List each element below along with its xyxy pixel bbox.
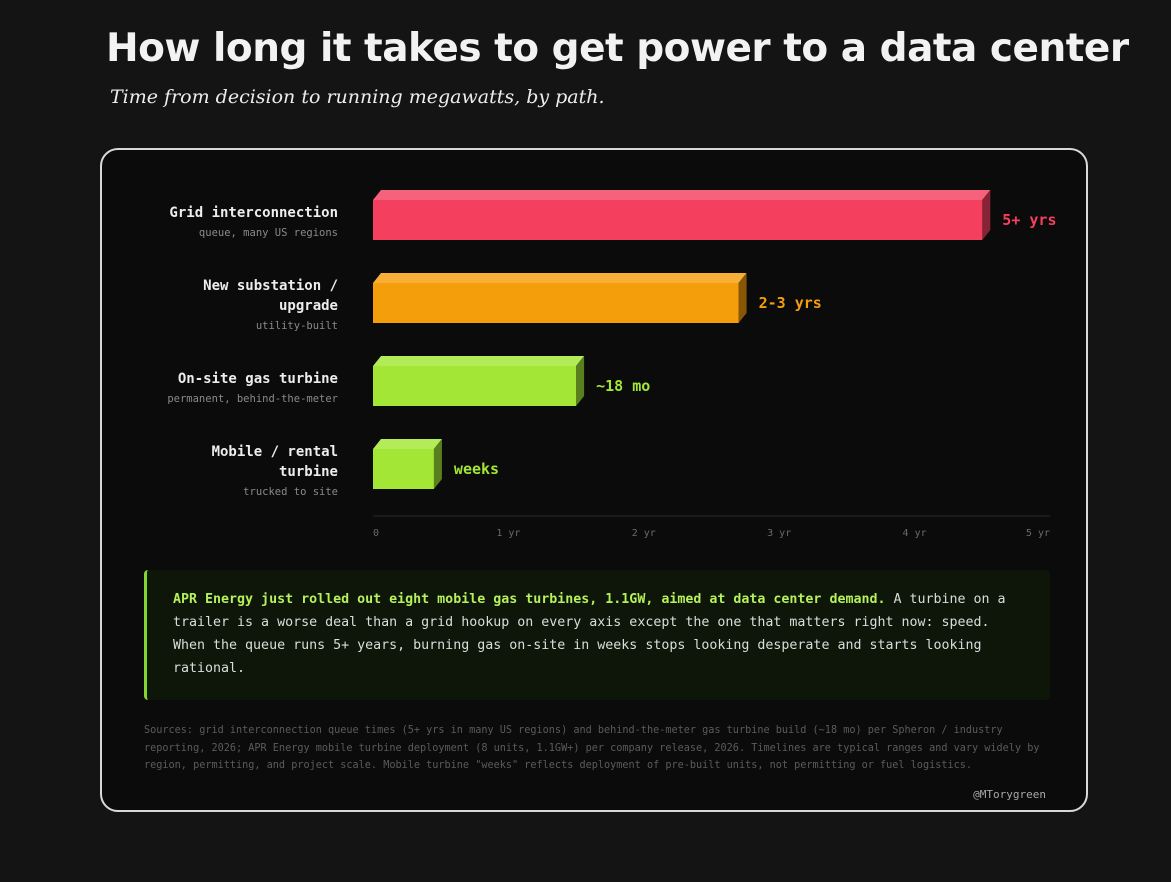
bar	[373, 366, 577, 406]
category-label: upgrade	[279, 298, 338, 314]
bar-chart: Grid interconnection queue, many US regio…	[167, 190, 1056, 539]
bar	[373, 283, 739, 323]
x-tick-label: 4 yr	[903, 528, 927, 539]
bar-top-face	[373, 356, 585, 366]
bar-side-face	[982, 190, 991, 240]
value-label: weeks	[454, 460, 499, 478]
page-subtitle: Time from decision to running megawatts,…	[110, 86, 605, 108]
bar	[373, 449, 434, 489]
chart-card: Grid interconnection queue, many US regio…	[100, 148, 1088, 812]
x-tick-label: 3 yr	[767, 528, 791, 539]
value-label: 5+ yrs	[1002, 211, 1056, 229]
bar-side-face	[576, 356, 585, 406]
bar-side-face	[433, 439, 442, 489]
x-tick-label: 0	[373, 528, 379, 539]
category-note: utility-built	[256, 320, 338, 332]
bar-top-face	[373, 273, 747, 283]
category-label: Grid interconnection	[169, 205, 338, 221]
x-tick-label: 1 yr	[496, 528, 520, 539]
callout-box: APR Energy just rolled out eight mobile …	[144, 570, 1050, 700]
page-title: How long it takes to get power to a data…	[106, 26, 1129, 71]
category-note: trucked to site	[243, 486, 338, 498]
bar	[373, 200, 983, 240]
x-tick-label: 5 yr	[1026, 528, 1050, 539]
value-label: 2-3 yrs	[759, 294, 822, 312]
category-label: New substation /	[203, 278, 338, 294]
category-label: turbine	[279, 464, 338, 480]
bar-top-face	[373, 190, 991, 200]
category-label: On-site gas turbine	[178, 371, 338, 387]
value-label: ~18 mo	[596, 377, 650, 395]
sources-note: Sources: grid interconnection queue time…	[144, 725, 1040, 771]
bar-top-face	[373, 439, 442, 449]
category-label: Mobile / rental	[212, 444, 338, 460]
category-note: queue, many US regions	[199, 227, 338, 239]
author-handle: @MTorygreen	[973, 788, 1046, 801]
callout-lead: APR Energy just rolled out eight mobile …	[173, 592, 886, 607]
x-tick-label: 2 yr	[632, 528, 656, 539]
category-note: permanent, behind-the-meter	[167, 393, 338, 405]
callout-body: A turbine on a trailer is a worse deal t…	[173, 592, 1006, 676]
bar-side-face	[738, 273, 747, 323]
